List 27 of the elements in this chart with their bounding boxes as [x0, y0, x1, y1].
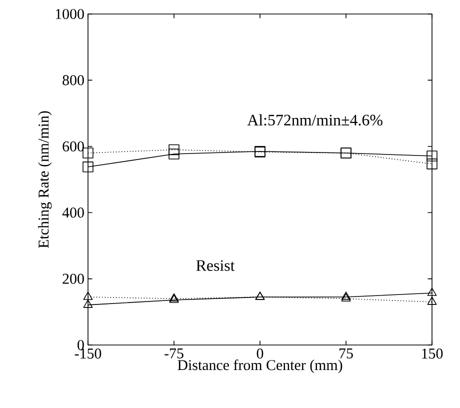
y-tick-label: 0	[78, 340, 84, 350]
x-tick-label: 75	[340, 348, 353, 358]
y-tick-label: 400	[62, 208, 84, 218]
y-tick-label: 200	[62, 274, 84, 284]
point	[83, 300, 93, 308]
x-tick-label: 150	[422, 348, 443, 359]
point	[426, 150, 438, 162]
point	[427, 288, 437, 296]
point	[82, 148, 94, 158]
point	[83, 292, 93, 300]
annotation: Al:572nm/min±4.6%	[247, 114, 382, 126]
y-tick-label: 1000	[56, 8, 84, 20]
point	[82, 162, 94, 172]
point	[341, 292, 351, 300]
x-axis-title: Distance from Center (mm)	[178, 359, 342, 374]
y-tick-label: 600	[62, 141, 84, 152]
annotation: Resist	[196, 260, 235, 271]
point	[341, 293, 351, 302]
x-tick-label: -150	[74, 348, 102, 359]
point	[426, 158, 438, 170]
x-tick-label: 0	[256, 348, 264, 359]
y-tick-label: 800	[62, 75, 84, 86]
x-tick-label: -75	[164, 348, 184, 358]
point	[168, 144, 180, 156]
point	[427, 296, 437, 305]
y-axis-title: Etching Rate (nm/min)	[38, 111, 52, 248]
point	[168, 148, 180, 160]
